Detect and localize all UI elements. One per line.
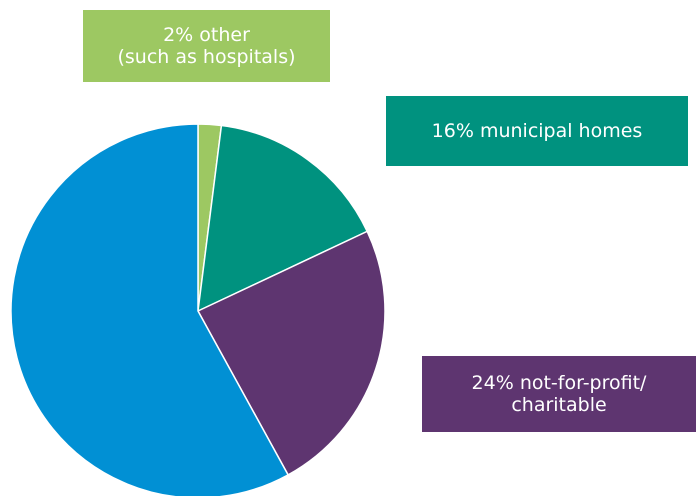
slice-label: 24% not-for-profit/ charitable [422, 356, 696, 432]
slice-label: 2% other (such as hospitals) [83, 10, 330, 82]
pie-slice [196, 230, 386, 476]
pie-slice [10, 123, 290, 496]
pie-slice [197, 124, 369, 313]
slice-label: 16% municipal homes [386, 96, 688, 166]
